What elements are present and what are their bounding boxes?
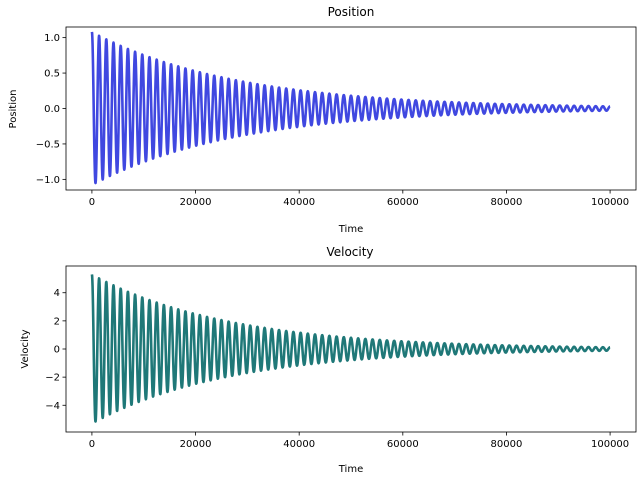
velocity-series-line [90,274,612,423]
velocity-y-tick-label: 4 [54,288,60,299]
velocity-y-tick-label: −4 [45,401,60,412]
velocity-x-tick-label: 60000 [387,439,419,450]
velocity-x-tick-label: 40000 [283,439,315,450]
velocity-y-ticks: −4 −2 0 2 4 [45,288,66,412]
velocity-x-tick-label: 80000 [491,439,523,450]
position-x-axis-label: Time [338,224,363,235]
velocity-y-tick-label: 0 [54,345,60,356]
velocity-x-tick-label: 0 [89,439,95,450]
position-y-tick-label: 0.5 [44,69,60,80]
velocity-chart: Velocity 0 20000 40000 60000 80000 100000 −4−… [20,245,637,475]
velocity-y-tick-label: −2 [45,373,60,384]
velocity-chart-title: Velocity [326,245,373,259]
velocity-series [90,274,612,423]
velocity-y-axis-label: Velocity [20,329,31,368]
velocity-x-tick-label: 20000 [180,439,212,450]
position-x-tick-label: 0 [89,197,95,208]
velocity-y-tick-label: 2 [54,316,60,327]
position-y-tick-label: 1.0 [44,33,60,44]
position-y-axis-label: Position [8,90,19,129]
position-y-ticks: −1.0 −0.5 0.0 0.5 1.0 [36,33,66,186]
position-y-tick-label: 0.0 [44,104,60,115]
position-x-ticks: 0 20000 40000 60000 80000 100000 [89,190,629,208]
position-x-tick-label: 100000 [591,197,629,208]
position-y-tick-label: −1.0 [36,175,60,186]
position-series-line [90,31,612,185]
position-chart: Position 0 20000 40000 60000 80000 100000 −1.… [8,5,637,235]
velocity-x-tick-label: 100000 [591,439,629,450]
position-x-tick-label: 40000 [283,197,315,208]
position-y-tick-label: −0.5 [36,139,60,150]
position-series [90,31,612,185]
position-chart-title: Position [328,5,375,19]
position-x-tick-label: 20000 [180,197,212,208]
position-x-tick-label: 60000 [387,197,419,208]
velocity-x-axis-label: Time [338,464,363,475]
velocity-x-ticks: 0 20000 40000 60000 80000 100000 [89,432,629,450]
position-x-tick-label: 80000 [491,197,523,208]
